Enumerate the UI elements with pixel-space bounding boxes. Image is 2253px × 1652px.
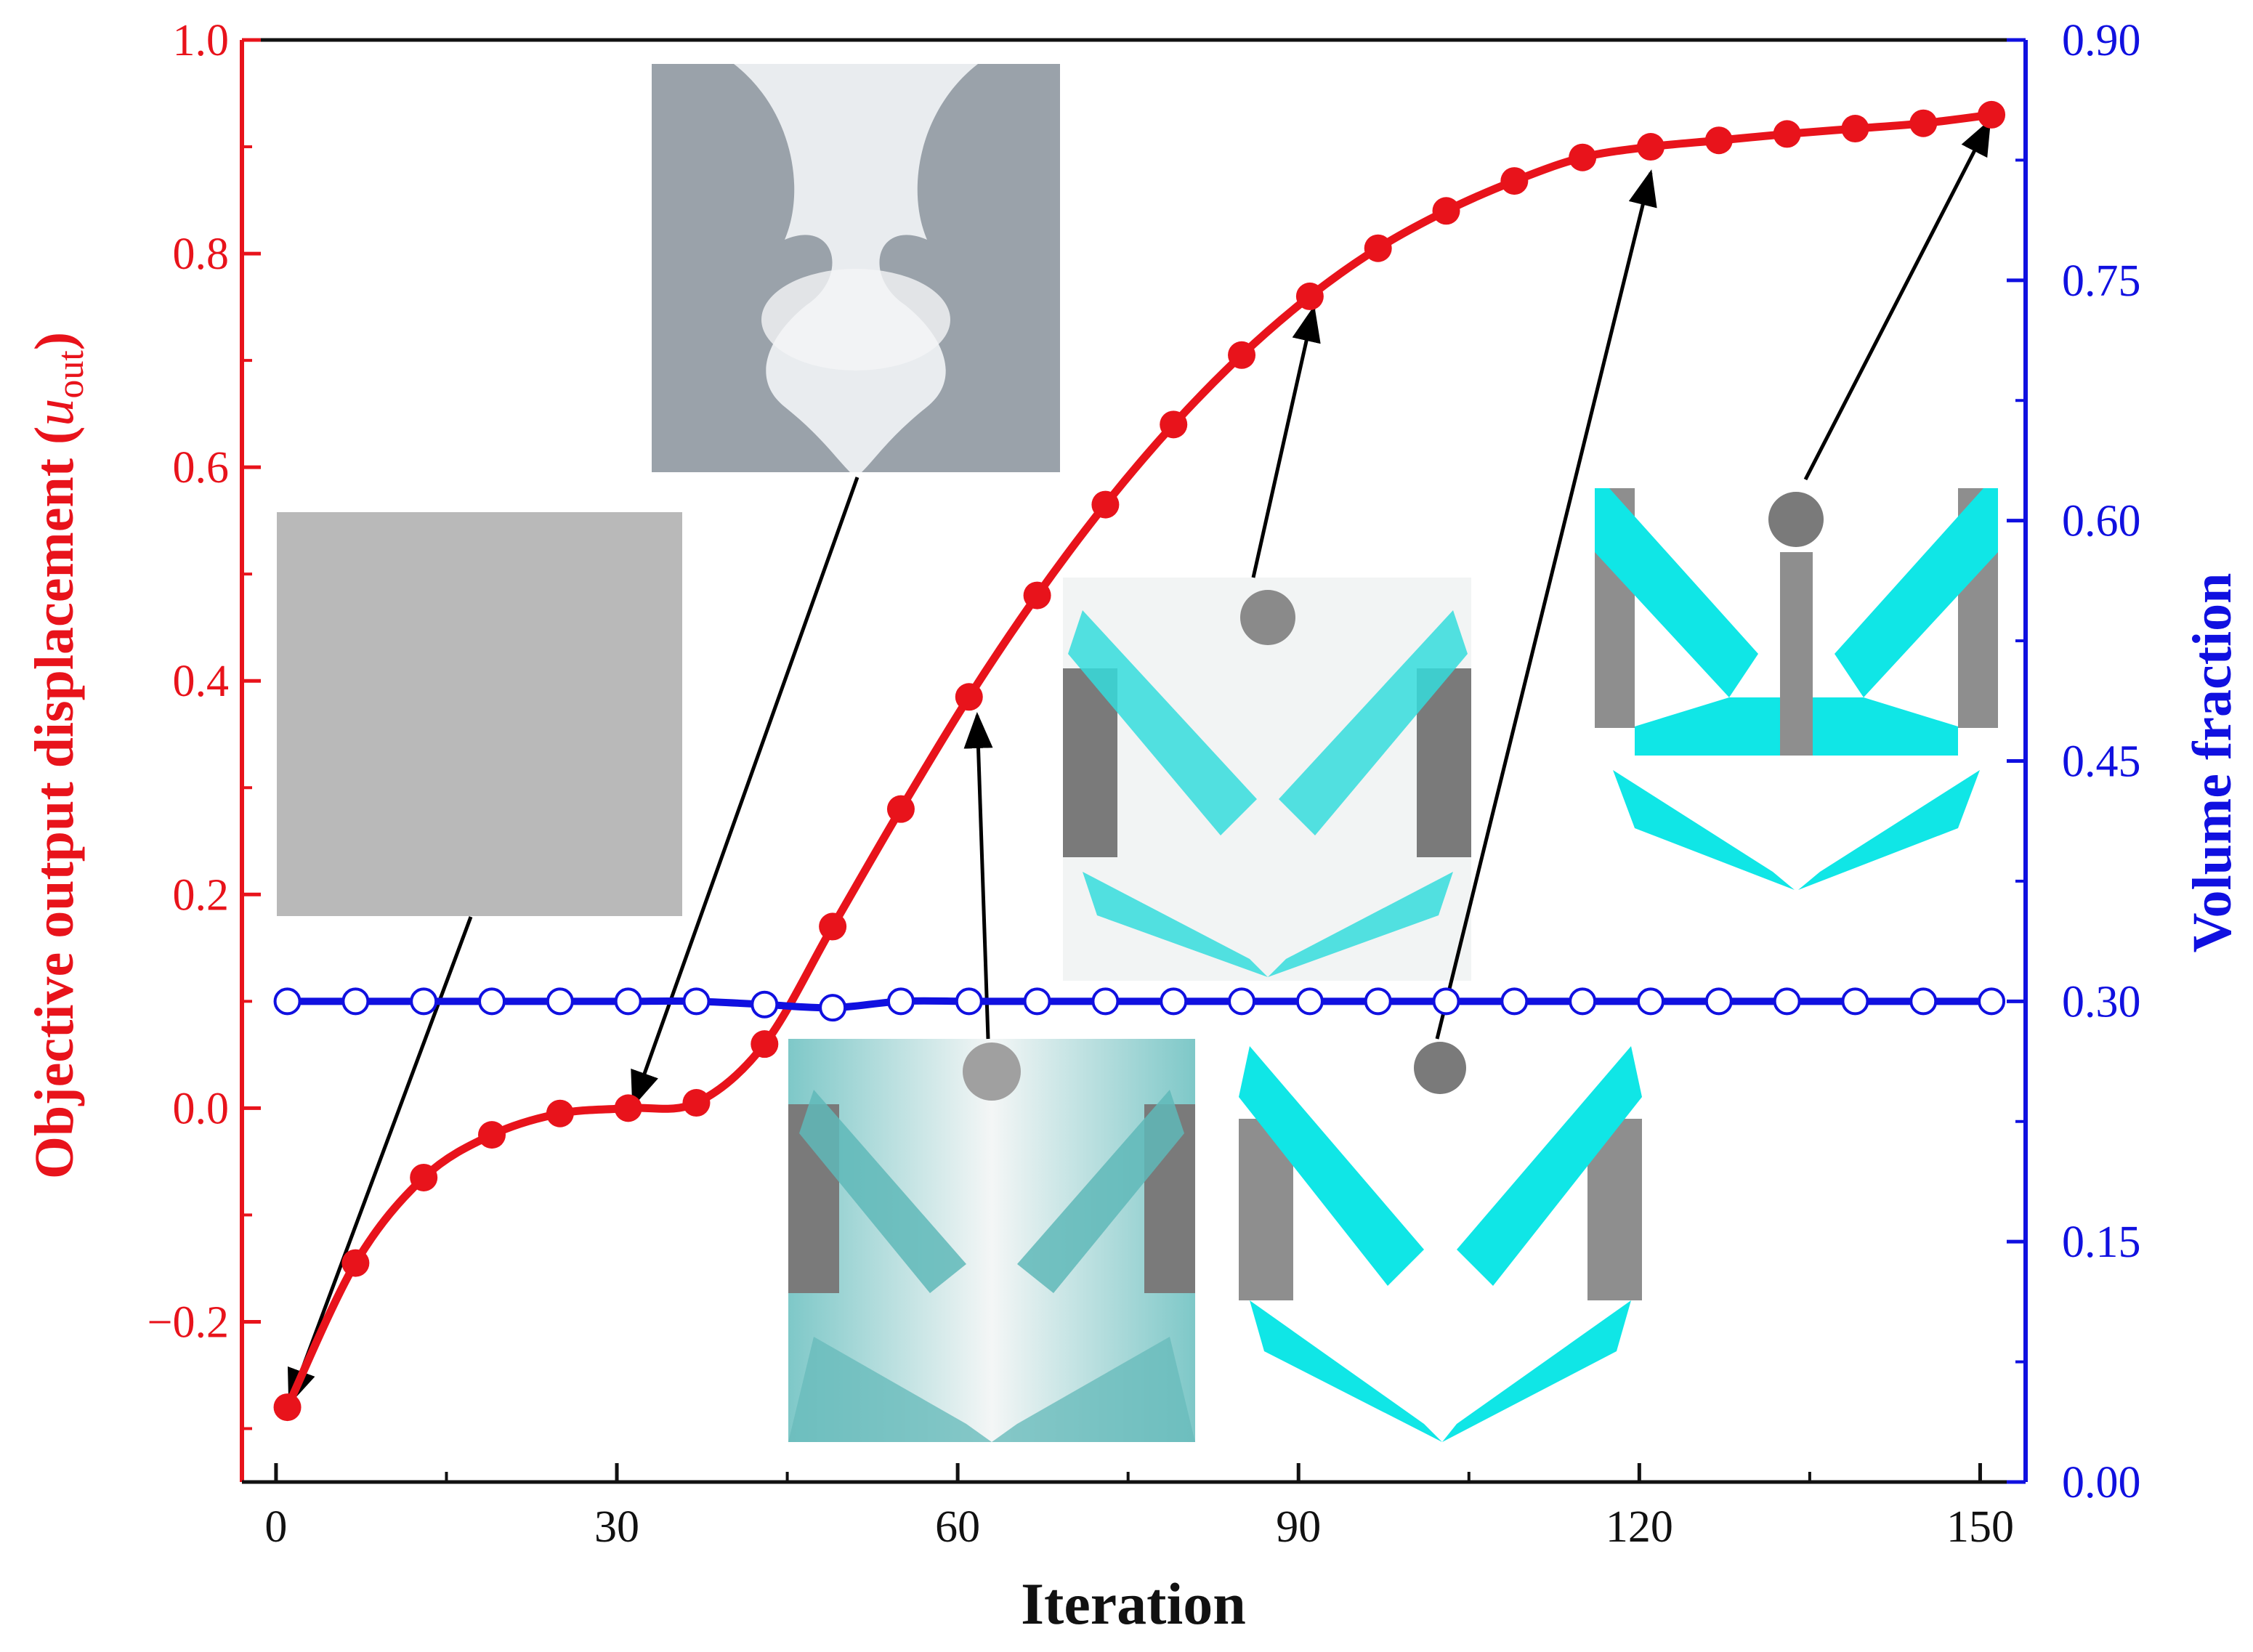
data-point <box>1773 120 1801 148</box>
data-point <box>955 683 983 711</box>
data-point <box>1295 987 1324 1016</box>
left-tick-label: 0.0 <box>173 1084 230 1133</box>
right-tick-label: 0.60 <box>2062 497 2141 546</box>
left-axis-ticks: −0.2 0.0 0.2 0.4 0.6 0.8 1.0 <box>147 16 261 1430</box>
x-axis-label: Iteration <box>1021 1571 1246 1637</box>
data-point <box>478 1121 506 1149</box>
data-point <box>1909 987 1938 1016</box>
right-tick-label: 0.00 <box>2062 1458 2141 1507</box>
inset-uniform-initial <box>277 512 682 916</box>
data-point <box>1228 341 1256 369</box>
data-point <box>410 987 438 1016</box>
data-point <box>1091 987 1120 1016</box>
series-layer <box>273 100 2006 1422</box>
x-tick-label: 60 <box>935 1502 980 1552</box>
left-axis-label-close: ) <box>24 332 85 350</box>
data-point <box>682 987 711 1016</box>
data-point <box>478 987 506 1016</box>
left-tick-label: 0.6 <box>173 443 230 493</box>
data-point <box>546 1099 574 1127</box>
data-point <box>546 987 574 1016</box>
data-point <box>1295 282 1324 310</box>
data-point <box>1023 581 1051 610</box>
series-line <box>283 997 1996 1012</box>
x-tick-label: 30 <box>594 1502 639 1552</box>
right-axis-label: Volume fraction <box>2182 573 2243 953</box>
inset-teal-emerging <box>1063 578 1471 981</box>
arrow-teal-emerging <box>1251 305 1321 578</box>
inset-teal-blend <box>788 1039 1195 1442</box>
data-point <box>1160 410 1188 439</box>
x-tick-label: 90 <box>1276 1502 1321 1552</box>
x-tick-label: 0 <box>264 1502 287 1552</box>
right-tick-label: 0.30 <box>2062 977 2141 1027</box>
data-point <box>1636 133 1665 161</box>
data-point <box>614 987 642 1016</box>
data-point <box>1091 490 1120 519</box>
data-point <box>886 795 915 823</box>
x-tick-label: 150 <box>1946 1502 2014 1552</box>
data-point <box>1841 115 1869 143</box>
data-point <box>1364 987 1392 1016</box>
data-point <box>1432 987 1460 1016</box>
data-point <box>1978 987 2006 1016</box>
right-axis-ticks: 0.00 0.15 0.30 0.45 0.60 0.75 0.90 <box>2007 16 2141 1507</box>
data-point <box>1704 987 1733 1016</box>
data-point <box>1364 234 1392 262</box>
left-tick-label: 0.4 <box>173 657 230 706</box>
data-point <box>1160 987 1188 1016</box>
left-tick-label: 1.0 <box>173 16 230 65</box>
left-tick-label: −0.2 <box>147 1297 229 1347</box>
data-point <box>341 1249 370 1277</box>
arrow-teal-blend <box>963 712 993 1040</box>
right-tick-label: 0.15 <box>2062 1218 2141 1267</box>
data-point <box>1704 126 1733 155</box>
left-tick-label: 0.8 <box>173 230 230 279</box>
data-point <box>1432 197 1460 225</box>
data-point <box>1023 987 1051 1016</box>
arrow-final-design <box>1803 118 1991 481</box>
x-axis-ticks: 0 30 60 90 120 150 <box>264 1463 2014 1552</box>
data-point <box>751 1030 779 1058</box>
left-axis-label: Objective output displacement (uout) <box>24 332 92 1179</box>
data-point <box>1500 987 1529 1016</box>
data-point <box>819 994 847 1022</box>
data-point <box>955 987 983 1016</box>
left-axis-label-symbol: u <box>24 399 85 426</box>
inset-teal-crisp <box>1239 1039 1642 1442</box>
data-point <box>682 1089 711 1117</box>
data-point <box>1978 100 2006 129</box>
right-tick-label: 0.75 <box>2062 256 2141 306</box>
data-point <box>341 987 370 1016</box>
data-point <box>886 987 915 1016</box>
data-point <box>273 987 302 1016</box>
x-tick-label: 120 <box>1606 1502 1673 1552</box>
inset-grey-smooth <box>652 64 1060 472</box>
data-point <box>1569 143 1597 171</box>
data-point <box>751 990 779 1019</box>
right-tick-label: 0.45 <box>2062 737 2141 787</box>
data-point <box>1500 167 1529 195</box>
data-point <box>273 1393 302 1422</box>
series-displacement <box>273 100 2006 1422</box>
data-point <box>1909 109 1938 137</box>
right-tick-label: 0.90 <box>2062 16 2141 65</box>
data-point <box>1773 987 1801 1016</box>
series-volume-fraction <box>273 987 2006 1022</box>
left-axis-label-text: Objective output displacement ( <box>24 426 85 1179</box>
data-point <box>1841 987 1869 1016</box>
data-point <box>819 912 847 941</box>
arrow-teal-crisp <box>1435 169 1657 1040</box>
data-point <box>614 1094 642 1122</box>
inset-final-design <box>1595 488 1998 890</box>
data-point <box>1228 987 1256 1016</box>
left-tick-label: 0.2 <box>173 870 230 920</box>
data-point <box>1569 987 1597 1016</box>
data-point <box>1636 987 1665 1016</box>
data-point <box>410 1163 438 1191</box>
left-axis-label-subscript: out <box>50 350 92 399</box>
